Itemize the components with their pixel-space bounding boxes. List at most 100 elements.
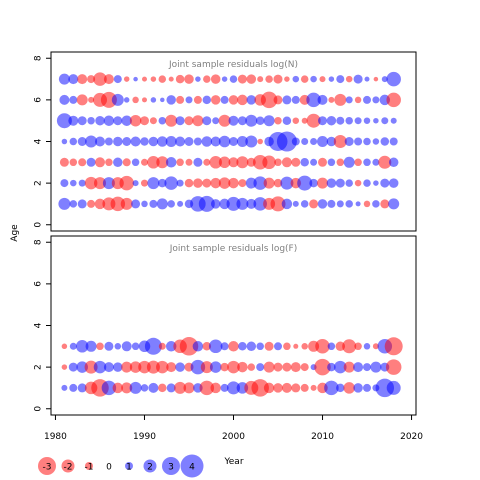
residual-bubble	[69, 158, 78, 167]
residual-bubble	[150, 76, 157, 82]
residual-bubble	[263, 177, 275, 189]
residual-bubble	[76, 94, 88, 106]
residual-bubble	[381, 117, 389, 125]
residual-bubble	[246, 95, 257, 105]
y-tick-label-top: 6	[34, 97, 44, 103]
residual-bubble	[165, 114, 178, 127]
residual-bubble	[293, 343, 299, 349]
residual-bubble	[103, 74, 114, 85]
residual-bubble	[220, 342, 229, 351]
residual-bubble	[147, 156, 160, 169]
residual-bubble	[77, 383, 87, 393]
bubbles-top	[56, 71, 401, 212]
residual-bubble	[326, 136, 337, 147]
residual-bubble	[276, 131, 297, 152]
residual-bubble	[148, 382, 159, 393]
residual-bubble	[113, 116, 123, 126]
residual-bubble	[184, 116, 194, 126]
residual-bubble	[85, 340, 97, 352]
residual-bubble	[202, 178, 212, 188]
residual-bubble	[256, 342, 264, 351]
residual-bubble	[257, 76, 264, 83]
residual-bubble	[227, 381, 240, 395]
residual-bubble	[228, 157, 239, 168]
residual-bubble	[334, 360, 347, 374]
residual-bubble	[317, 177, 328, 189]
residual-bubble	[160, 97, 165, 103]
residual-bubble	[238, 342, 247, 351]
residual-bubble	[317, 199, 328, 209]
residual-bubble	[327, 362, 336, 372]
residual-bubble	[345, 116, 353, 125]
residual-bubble	[131, 158, 140, 167]
residual-bubble	[372, 200, 380, 208]
residual-bubble	[192, 341, 204, 352]
y-axis-label: Age	[10, 224, 20, 242]
residual-bubble	[354, 179, 362, 187]
residual-bubble	[256, 363, 265, 372]
residual-bubble	[201, 136, 213, 147]
residual-bubble	[61, 384, 68, 391]
residual-bubble	[61, 138, 68, 145]
residual-bubble	[202, 342, 212, 351]
residual-bubble	[218, 135, 231, 148]
residual-bubble	[114, 343, 122, 350]
residual-bubble	[157, 136, 168, 147]
residual-bubble	[113, 362, 123, 372]
residual-bubble	[70, 179, 77, 187]
residual-bubble	[370, 361, 382, 373]
legend-label: -2	[64, 463, 73, 473]
residual-bubble	[228, 115, 239, 126]
residual-bubble	[113, 75, 122, 84]
residual-bubble	[236, 197, 249, 210]
residual-bubble	[123, 97, 130, 103]
residual-bubble	[273, 74, 283, 84]
residual-bubble	[318, 157, 327, 167]
residual-bubble	[121, 115, 132, 126]
y-tick-label-bottom: 0	[34, 406, 44, 412]
residual-bubble	[88, 96, 95, 103]
residual-bubble	[388, 157, 399, 168]
panel-title-top: Joint sample residuals log(N)	[168, 60, 298, 70]
residual-bubble	[103, 115, 115, 126]
residual-bubble	[246, 341, 257, 352]
residual-bubble	[77, 116, 87, 126]
residual-bubble	[69, 342, 77, 350]
residual-bubble	[282, 95, 292, 105]
x-axis: 1980 1990 2000 2010 2020	[44, 415, 423, 442]
legend-bubble	[162, 457, 180, 475]
residual-bubble	[265, 75, 273, 83]
y-tick-label-top: 8	[34, 55, 44, 61]
legend: -3 -2 -1 0 1 2 3 4	[38, 454, 204, 478]
residual-bubble	[281, 157, 292, 168]
residual-bubble	[166, 95, 176, 105]
residual-bubble	[140, 116, 149, 126]
residual-bubble	[363, 137, 371, 146]
residual-bubble	[87, 75, 96, 84]
residual-bubble	[283, 342, 291, 351]
residual-bubble	[238, 179, 247, 188]
residual-bubble	[292, 200, 299, 207]
residual-bubble	[390, 117, 397, 124]
legend-bubble	[61, 459, 75, 473]
residual-bubble	[167, 200, 175, 208]
x-tick-label: 1980	[44, 432, 67, 442]
residual-bubble	[94, 198, 106, 210]
residual-bubble	[166, 362, 177, 373]
residual-bubble	[273, 95, 283, 105]
residual-bubble	[372, 138, 380, 145]
residual-bubble	[336, 75, 345, 84]
residual-bubble	[220, 362, 229, 372]
residual-bubble	[353, 383, 363, 393]
residual-bubble	[363, 363, 371, 372]
residual-bubble	[386, 380, 401, 395]
residual-bubble	[69, 383, 78, 392]
residual-bubble	[245, 135, 258, 148]
legend-bubble	[125, 462, 133, 470]
residual-bubble	[355, 201, 361, 207]
residual-bubble	[274, 116, 282, 125]
residual-bubble	[129, 114, 142, 127]
residual-bubble	[237, 74, 247, 84]
residual-bubble	[310, 384, 317, 391]
residual-bubble	[342, 339, 357, 354]
